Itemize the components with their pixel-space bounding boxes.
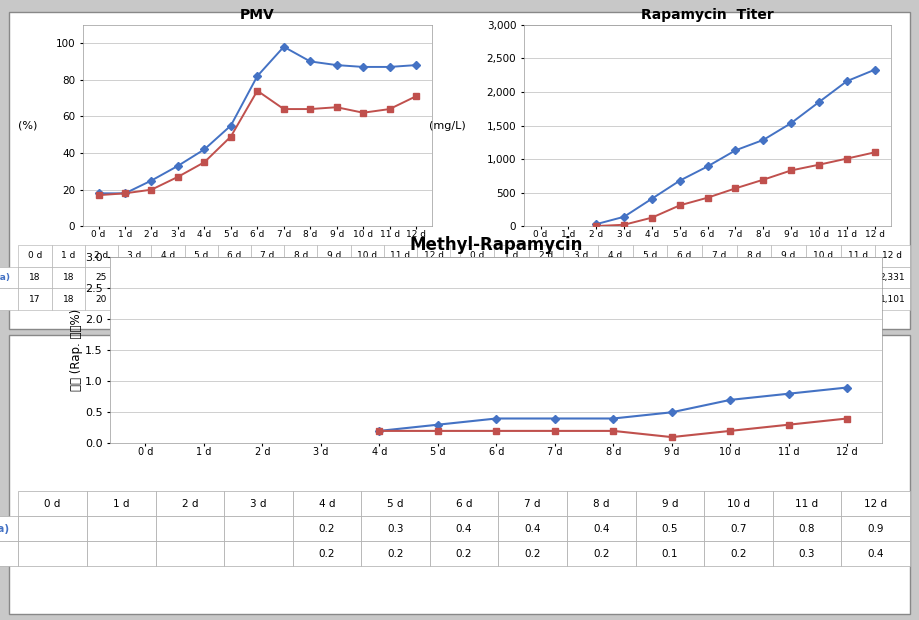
Y-axis label: 함량 (Rap. 대비%): 함량 (Rap. 대비%)	[70, 309, 83, 391]
Y-axis label: (%): (%)	[18, 120, 38, 131]
Title: PMV: PMV	[240, 8, 275, 22]
Title: Methyl-Rapamycin: Methyl-Rapamycin	[410, 236, 583, 254]
Y-axis label: (mg/L): (mg/L)	[429, 120, 466, 131]
Title: Rapamycin  Titer: Rapamycin Titer	[641, 8, 774, 22]
